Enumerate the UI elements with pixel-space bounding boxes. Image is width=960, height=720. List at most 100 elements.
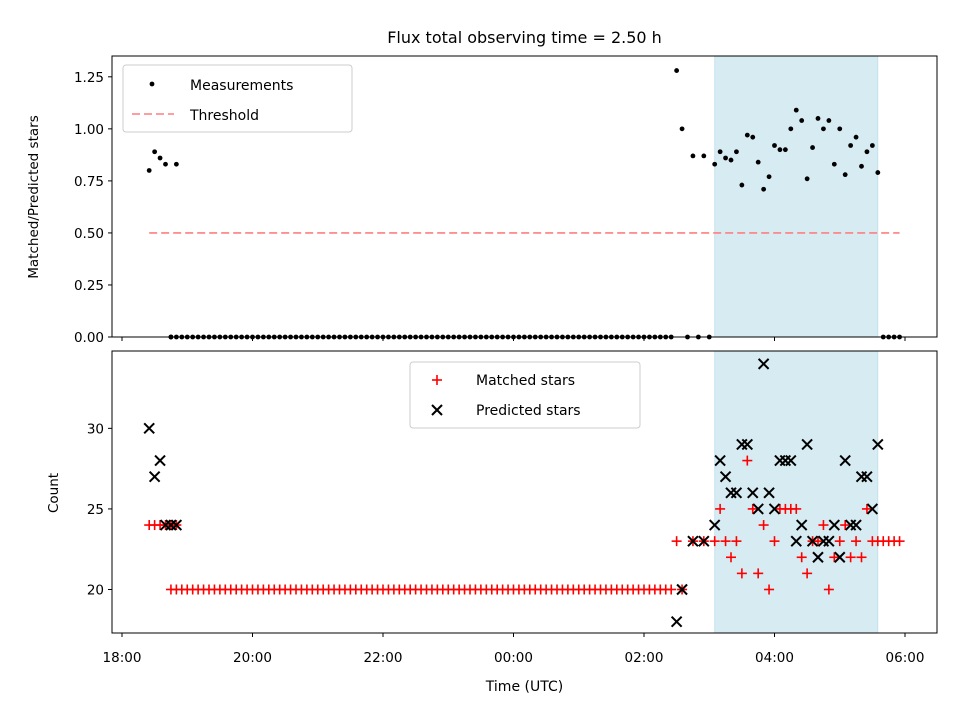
legend-cross-glyph <box>431 404 443 416</box>
legend-predicted-marker <box>431 404 443 416</box>
x-tick-label: 20:00 <box>233 650 272 666</box>
x-tick-label: 00:00 <box>494 650 533 666</box>
measurement-point <box>690 153 696 159</box>
predicted-star-point <box>676 583 688 596</box>
matched-star-point <box>834 536 845 547</box>
matched-star-point <box>851 536 862 547</box>
measurement-point <box>766 174 772 180</box>
x-tick-label: 02:00 <box>625 650 664 666</box>
matched-star-point <box>823 584 834 595</box>
predicted-star-point <box>801 438 813 451</box>
matched-star-point <box>747 503 758 514</box>
bottom-legend-box <box>409 361 641 429</box>
bottom-axes-frame <box>111 350 938 634</box>
measurement-point <box>734 149 739 155</box>
measurement-point <box>815 116 821 121</box>
predicted-star-point <box>790 535 802 547</box>
measurement-point <box>679 126 685 132</box>
measurement-point <box>728 157 734 163</box>
measurement-point <box>157 155 163 161</box>
measurement-point <box>869 143 875 148</box>
bottom-panel: 20 25 30 18:00 20:00 22:00 00:00 02:00 04:00 06:… <box>46 350 938 695</box>
predicted-star-point <box>747 487 759 499</box>
measurement-point <box>831 161 837 167</box>
top-y-tick-label: 0.50 <box>74 226 104 242</box>
predicted-star-point <box>170 519 183 531</box>
predicted-star-point <box>143 422 155 435</box>
matched-star-point <box>671 536 682 547</box>
measurement-point <box>837 126 843 132</box>
measurement-point <box>152 149 158 155</box>
legend-matched-label: Matched stars <box>476 373 575 389</box>
predicted-star-point <box>795 519 808 531</box>
legend-measurements-marker <box>149 81 155 87</box>
matched-star-point <box>726 552 736 563</box>
measurement-point <box>853 134 859 140</box>
x-tick-label: 06:00 <box>886 650 925 666</box>
x-tick-label: 04:00 <box>755 650 794 666</box>
top-y-tick-label: 1.00 <box>74 122 104 138</box>
x-tick-label: 18:00 <box>103 650 142 666</box>
bottom-y-tick-label: 30 <box>87 421 104 437</box>
predicted-star-point <box>861 470 873 483</box>
matched-star-point <box>731 536 742 547</box>
matched-star-point <box>840 520 851 531</box>
matched-star-point <box>715 503 726 514</box>
predicted-stars-points <box>143 358 884 628</box>
predicted-star-point <box>828 519 841 531</box>
predicted-star-point <box>757 358 770 370</box>
predicted-star-point <box>719 470 732 483</box>
matched-star-point <box>894 536 905 547</box>
top-legend: Measurements Threshold <box>122 64 353 133</box>
bottom-y-tick-label: 20 <box>87 582 104 598</box>
measurement-point <box>799 118 805 123</box>
measurement-point <box>875 170 881 175</box>
predicted-star-point <box>730 487 743 499</box>
matched-star-point <box>753 568 764 579</box>
measurement-point <box>864 149 870 155</box>
measurement-point <box>674 68 680 73</box>
matched-star-point <box>796 552 807 563</box>
matched-star-point <box>742 455 753 466</box>
matched-star-point <box>856 552 867 563</box>
matched-star-point <box>818 520 829 531</box>
matched-star-point <box>861 503 872 514</box>
predicted-star-point <box>154 454 166 467</box>
predicted-star-point <box>834 551 846 563</box>
predicted-star-point <box>714 454 726 467</box>
matched-star-point <box>829 552 840 563</box>
predicted-star-point <box>866 503 879 515</box>
top-y-tick-label: 0.25 <box>74 278 104 294</box>
measurement-point <box>804 176 810 182</box>
measurement-point <box>755 159 761 165</box>
bottom-y-axis-label: Count <box>46 473 62 513</box>
measurement-point <box>859 163 864 169</box>
predicted-star-point <box>872 438 884 451</box>
measurement-point <box>146 168 152 173</box>
predicted-star-point <box>148 470 161 483</box>
measurement-point <box>739 182 745 188</box>
bottom-legend: Matched stars Predicted stars <box>409 361 641 429</box>
top-y-axis-label: Matched/Predicted stars <box>26 115 42 278</box>
measurement-point <box>750 134 756 140</box>
matched-star-point <box>709 536 720 547</box>
matched-star-point <box>758 520 769 531</box>
measurement-point <box>744 132 750 138</box>
top-y-tick-label: 1.25 <box>74 70 104 86</box>
predicted-star-point <box>687 535 699 547</box>
measurement-point <box>793 107 799 113</box>
chart-title: Flux total observing time = 2.50 h <box>387 28 662 47</box>
measurement-point <box>810 145 815 150</box>
matched-star-point <box>769 536 780 547</box>
predicted-star-point <box>670 616 683 628</box>
measurement-point <box>717 149 723 155</box>
legend-plus-glyph <box>432 375 442 385</box>
legend-measurements-label: Measurements <box>190 78 293 94</box>
predicted-star-point <box>698 535 710 547</box>
measurement-point <box>826 118 832 123</box>
predicted-star-point <box>741 438 754 451</box>
measurement-point <box>701 153 707 159</box>
predicted-star-point <box>768 503 781 515</box>
predicted-star-point <box>812 551 824 563</box>
bottom-shaded-interval <box>714 350 879 634</box>
